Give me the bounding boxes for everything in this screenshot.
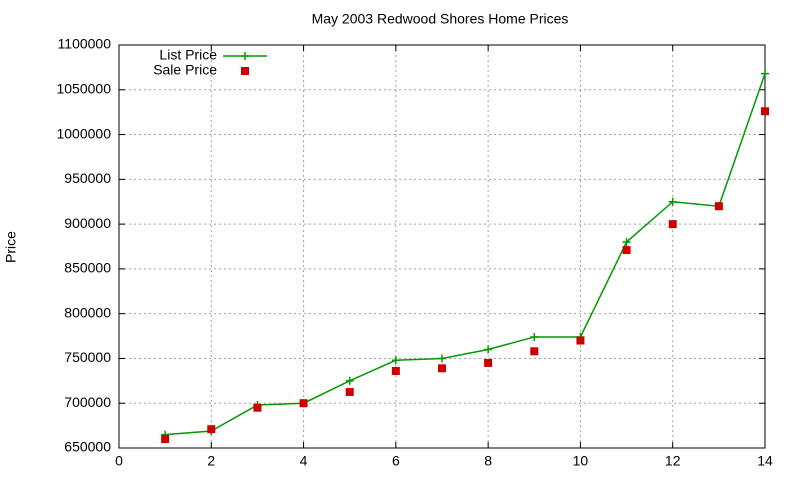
data-point xyxy=(391,366,400,375)
legend-label: Sale Price xyxy=(153,62,217,78)
data-point xyxy=(345,388,354,397)
data-point xyxy=(576,336,585,345)
data-point xyxy=(530,332,539,341)
data-point xyxy=(714,202,723,211)
legend-label: List Price xyxy=(159,47,217,63)
y-tick-label: 700000 xyxy=(64,394,111,410)
data-point xyxy=(668,220,677,229)
y-tick-label: 750000 xyxy=(64,349,111,365)
data-point xyxy=(484,358,493,367)
data-point xyxy=(253,403,262,412)
series-line xyxy=(165,73,766,436)
legend-symbol xyxy=(241,67,249,75)
y-tick-label: 650000 xyxy=(64,439,111,455)
x-tick-label: 0 xyxy=(115,453,123,469)
data-point xyxy=(484,345,493,354)
x-tick-label: 8 xyxy=(484,453,492,469)
data-point xyxy=(761,69,769,78)
x-tick-label: 14 xyxy=(757,453,773,469)
data-point xyxy=(207,425,216,434)
x-tick-label: 2 xyxy=(207,453,215,469)
data-point xyxy=(622,246,631,255)
data-point xyxy=(438,364,446,373)
x-tick-label: 6 xyxy=(392,453,400,469)
x-tick-label: 12 xyxy=(665,453,681,469)
y-tick-label: 800000 xyxy=(64,304,111,320)
y-tick-label: 950000 xyxy=(64,170,111,186)
data-point xyxy=(668,197,677,206)
y-tick-label: 1100000 xyxy=(58,36,112,52)
y-tick-label: 1050000 xyxy=(56,80,111,96)
data-point xyxy=(530,347,539,356)
data-point xyxy=(299,399,308,408)
y-tick-label: 1000000 xyxy=(56,125,111,141)
y-tick-label: 900000 xyxy=(64,215,111,231)
y-axis-label: Price xyxy=(3,231,19,263)
plot-border xyxy=(118,44,766,449)
data-point xyxy=(438,354,446,363)
x-tick-label: 4 xyxy=(300,453,308,469)
chart-title: May 2003 Redwood Shores Home Prices xyxy=(312,11,569,27)
data-point xyxy=(761,107,769,116)
legend-symbol xyxy=(241,52,249,60)
data-point xyxy=(161,435,170,444)
y-tick-label: 850000 xyxy=(64,260,111,276)
x-tick-label: 10 xyxy=(573,453,589,469)
data-point xyxy=(622,238,631,247)
data-point xyxy=(391,356,400,365)
data-point xyxy=(345,376,354,385)
